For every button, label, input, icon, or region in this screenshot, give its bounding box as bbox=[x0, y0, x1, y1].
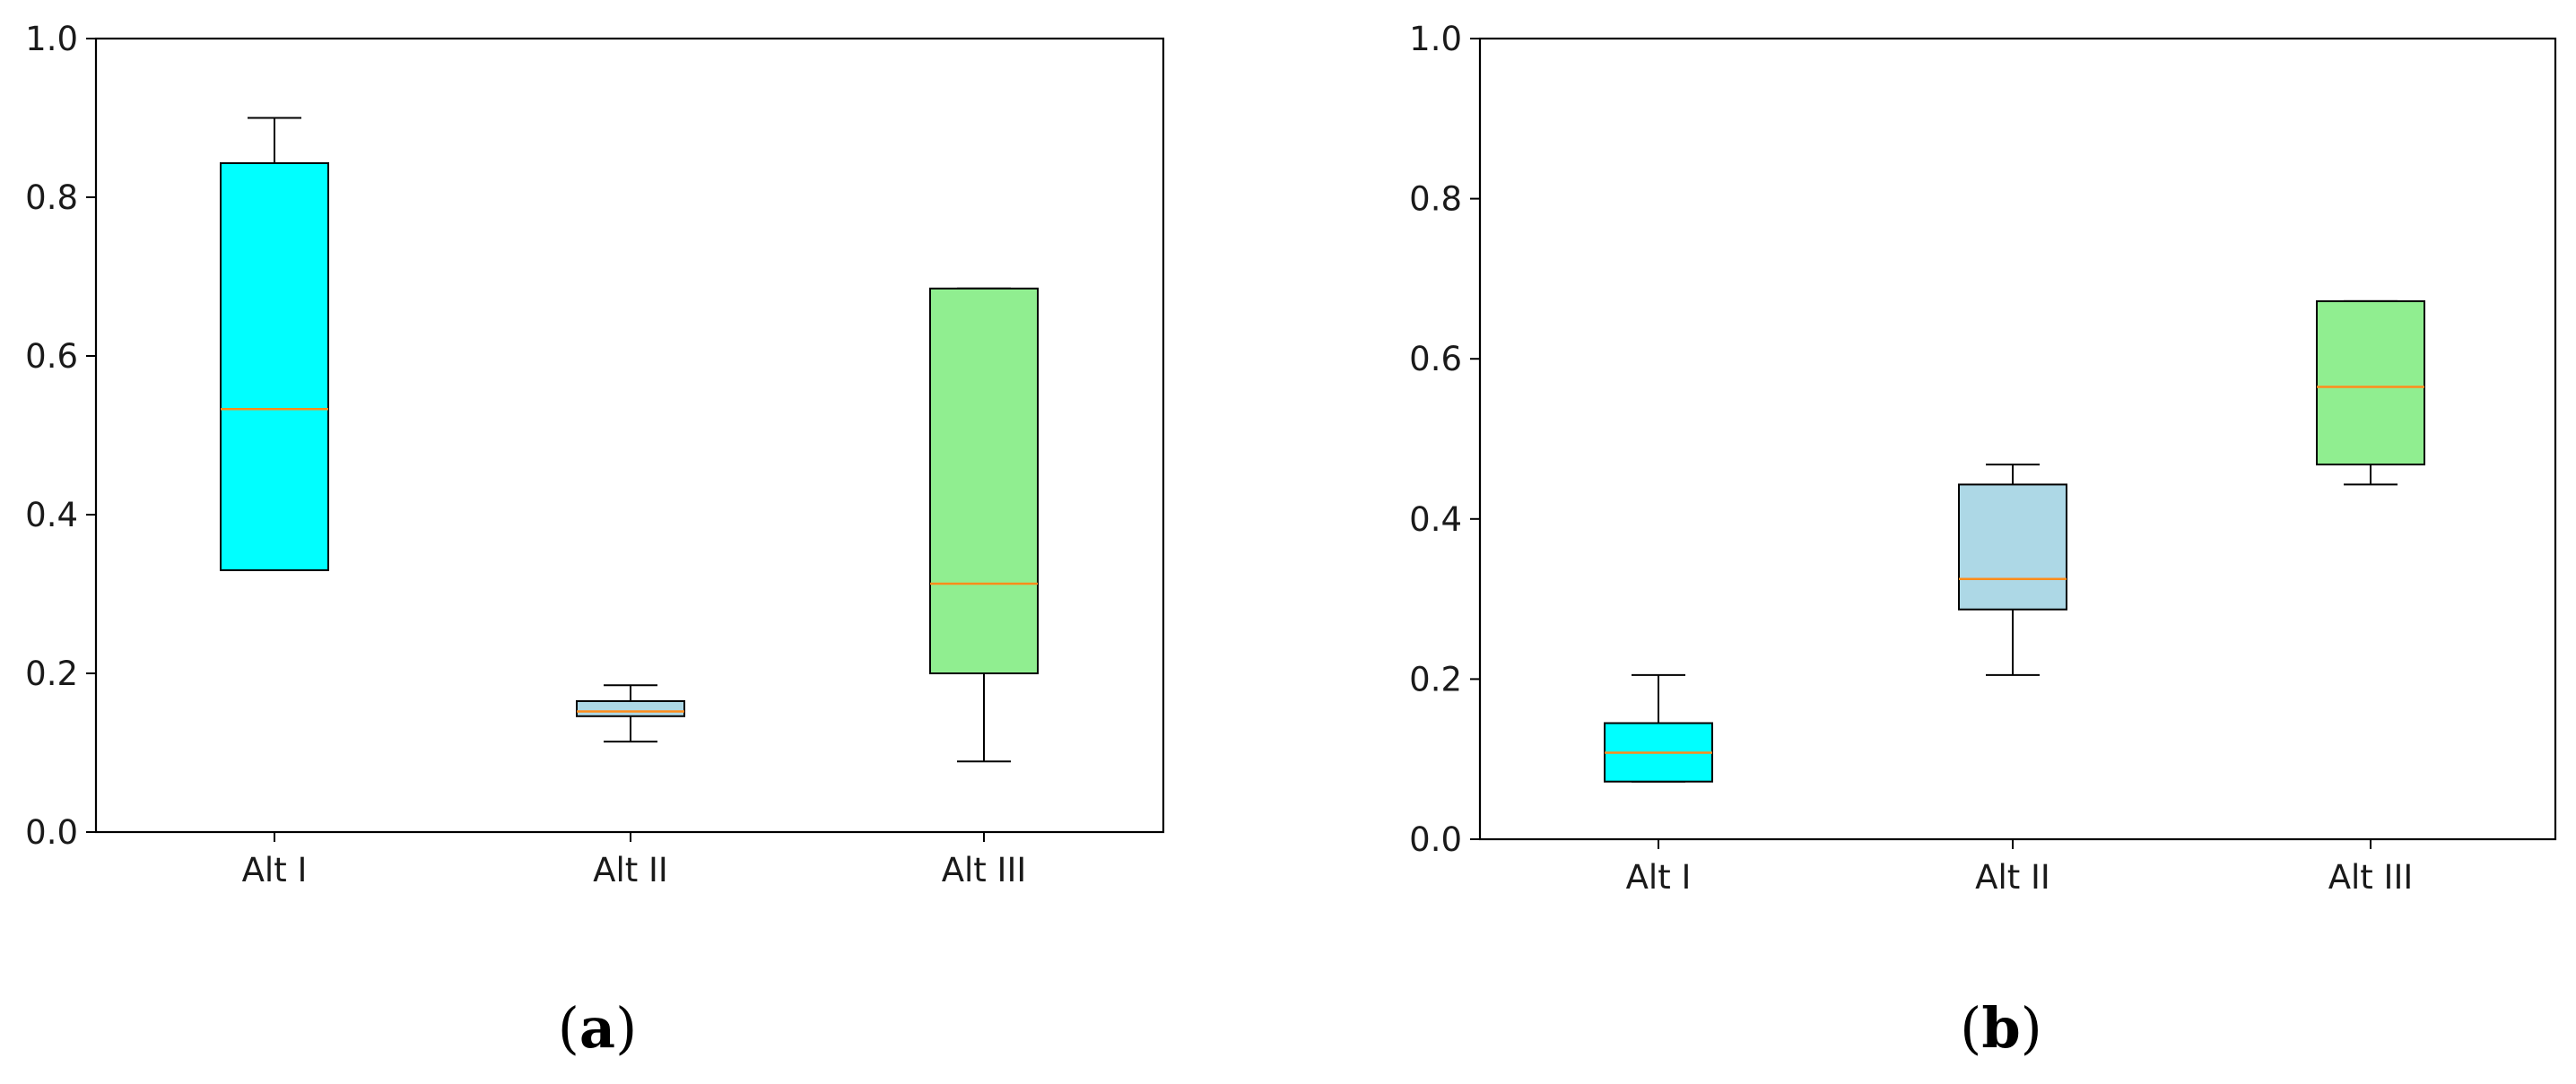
x-tick-label: Alt II bbox=[1975, 858, 2050, 897]
box-alt-i bbox=[1604, 673, 1713, 783]
y-axis: 0.0 0.2 0.4 0.6 0.8 1.0 bbox=[25, 20, 96, 852]
y-tick-label: 0.6 bbox=[25, 337, 78, 376]
box-body bbox=[576, 699, 685, 717]
box-alt-iii bbox=[929, 287, 1039, 763]
y-tick-label: 0.0 bbox=[1409, 820, 1462, 859]
x-axis: Alt I Alt II Alt III bbox=[242, 832, 1027, 889]
panel-b: 0.0 0.2 0.4 0.6 0.8 1.0 Alt I Alt II Alt III (b… bbox=[1409, 20, 2557, 1061]
box-body bbox=[929, 287, 1039, 674]
x-tick-label: Alt III bbox=[942, 851, 1027, 889]
box-alt-iii bbox=[2316, 299, 2425, 486]
y-tick-label: 0.6 bbox=[1409, 340, 1462, 378]
box-alt-i bbox=[220, 117, 329, 571]
box-alt-ii bbox=[1958, 464, 2067, 676]
y-tick-label: 0.8 bbox=[1409, 180, 1462, 219]
y-tick-label: 1.0 bbox=[25, 20, 78, 58]
panel-label-a: (a) bbox=[558, 995, 638, 1061]
x-tick-label: Alt I bbox=[242, 851, 308, 889]
y-tick-label: 0.0 bbox=[25, 813, 78, 852]
box-group bbox=[1604, 299, 2425, 783]
y-tick-label: 0.4 bbox=[25, 496, 78, 534]
box-body bbox=[1958, 483, 2067, 611]
box-body bbox=[2316, 299, 2425, 466]
y-tick-label: 0.4 bbox=[1409, 500, 1462, 539]
y-tick-label: 0.8 bbox=[25, 178, 78, 217]
x-tick-label: Alt I bbox=[1626, 858, 1692, 897]
panel-label-b: (b) bbox=[1960, 995, 2042, 1061]
y-tick-label: 0.2 bbox=[1409, 660, 1462, 698]
box-alt-ii bbox=[576, 684, 685, 743]
y-tick-label: 1.0 bbox=[1409, 20, 1462, 58]
y-tick-label: 0.2 bbox=[25, 655, 78, 693]
x-tick-label: Alt III bbox=[2328, 858, 2414, 897]
box-body bbox=[220, 161, 329, 571]
y-axis: 0.0 0.2 0.4 0.6 0.8 1.0 bbox=[1409, 20, 1480, 859]
x-tick-label: Alt II bbox=[593, 851, 668, 889]
panel-a: 0.0 0.2 0.4 0.6 0.8 1.0 Alt I Alt II Alt III (a… bbox=[25, 20, 1165, 1061]
x-axis: Alt I Alt II Alt III bbox=[1626, 839, 2414, 897]
plot-frame bbox=[1478, 37, 2557, 841]
box-group bbox=[220, 117, 1039, 763]
